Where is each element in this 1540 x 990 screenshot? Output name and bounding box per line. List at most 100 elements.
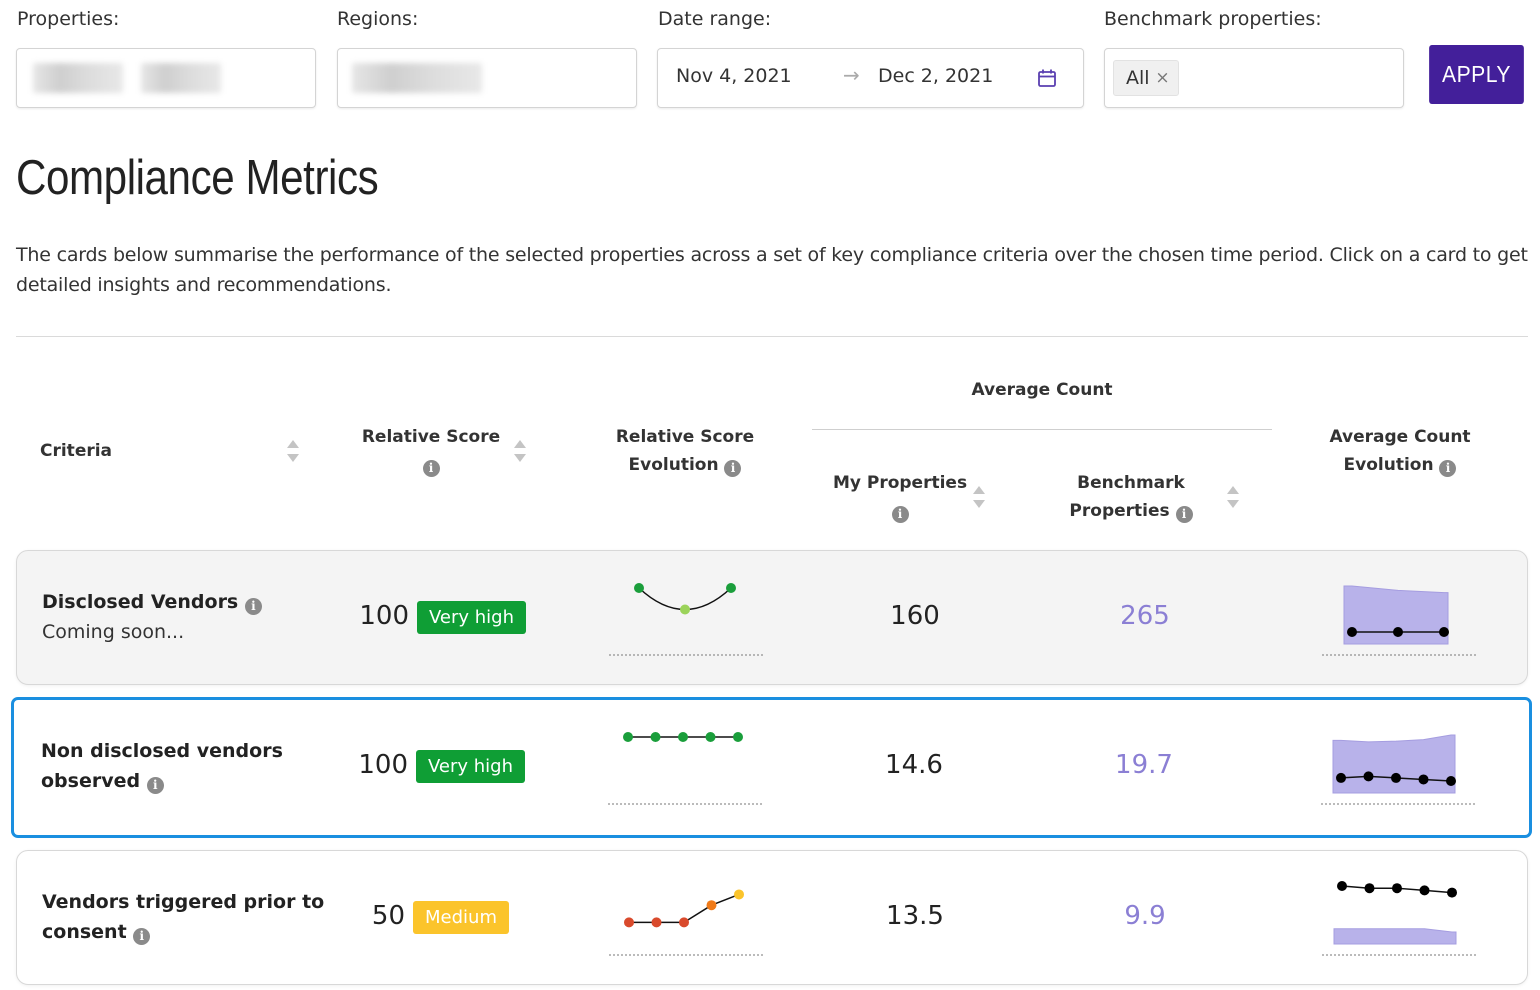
- average-count-sparkline: [1322, 881, 1477, 956]
- score-point: [678, 732, 688, 742]
- header-average-count-evolution: Average Count Evolution i: [1320, 423, 1480, 479]
- benchmark-select[interactable]: All ×: [1104, 48, 1404, 108]
- relative-score-sparkline: [609, 889, 764, 956]
- score-point: [680, 604, 690, 615]
- page-description: The cards below summarise the performanc…: [16, 244, 1528, 296]
- benchmark-area: [1332, 734, 1456, 794]
- criteria-title: Disclosed Vendors i: [42, 587, 262, 617]
- header-criteria[interactable]: Criteria: [40, 437, 112, 465]
- my-properties-point: [1447, 887, 1457, 898]
- benchmark-area: [1333, 928, 1457, 945]
- score-point: [726, 583, 736, 593]
- my-properties-point: [1392, 883, 1402, 894]
- criteria-title-line1: Non disclosed vendors: [41, 740, 283, 762]
- score-point: [706, 900, 717, 911]
- metric-card-disclosed-vendors[interactable]: Disclosed Vendors i Coming soon... 100 V…: [16, 550, 1528, 685]
- header-criteria-label: Criteria: [40, 441, 113, 461]
- my-properties-value: 14.6: [885, 750, 943, 780]
- relative-score-sparkline: [609, 583, 764, 656]
- header-group-divider: [812, 429, 1272, 430]
- info-icon[interactable]: i: [146, 777, 164, 794]
- my-properties-point: [1364, 883, 1375, 894]
- score-point: [733, 732, 743, 742]
- header-ace-line1: Average Count: [1329, 427, 1471, 447]
- header-rse-line1: Relative Score: [615, 427, 755, 447]
- header-benchmark-line2: Properties: [1069, 501, 1170, 521]
- redacted-value: [33, 63, 123, 93]
- score-point: [623, 732, 633, 742]
- criteria-subtitle: Coming soon...: [42, 621, 185, 643]
- my-properties-point: [1419, 885, 1430, 896]
- header-relative-score-evolution: Relative Score Evolution i: [600, 423, 770, 479]
- benchmark-area: [1343, 585, 1449, 645]
- sort-icon[interactable]: [286, 440, 300, 462]
- info-icon[interactable]: i: [724, 460, 742, 477]
- sort-icon[interactable]: [513, 440, 527, 462]
- benchmark-label: Benchmark properties:: [1104, 8, 1322, 30]
- close-icon[interactable]: ×: [1155, 68, 1170, 88]
- score-badge: Medium: [413, 901, 509, 934]
- criteria-title-line1: Vendors triggered prior to: [42, 891, 325, 913]
- header-relative-score-label: Relative Score: [361, 427, 501, 447]
- relative-score: 50: [371, 901, 405, 931]
- my-properties-value: 13.5: [886, 901, 944, 931]
- redacted-value: [352, 63, 482, 93]
- date-start[interactable]: Nov 4, 2021: [676, 65, 792, 87]
- benchmark-tag-label: All: [1126, 67, 1150, 89]
- score-badge: Very high: [417, 601, 527, 634]
- relative-score-sparkline: [608, 732, 763, 805]
- sort-icon[interactable]: [1226, 486, 1240, 508]
- sort-icon[interactable]: [972, 486, 986, 508]
- metric-card-vendors-prior-consent[interactable]: Vendors triggered prior to consent i 50 …: [16, 850, 1528, 985]
- score-point: [624, 917, 634, 928]
- header-average-count: Average Count: [971, 380, 1113, 400]
- my-properties-point: [1363, 771, 1374, 782]
- header-rse-line2: Evolution: [628, 455, 719, 475]
- score-point: [650, 732, 661, 742]
- my-properties-point: [1393, 627, 1403, 637]
- info-icon[interactable]: i: [133, 928, 151, 945]
- score-badge: Very high: [416, 750, 526, 783]
- metric-card-non-disclosed-vendors[interactable]: Non disclosed vendors observed i 100 Ver…: [11, 697, 1532, 838]
- info-icon[interactable]: i: [1175, 506, 1193, 523]
- benchmark-value: 9.9: [1124, 901, 1166, 931]
- my-properties-point: [1446, 776, 1456, 786]
- info-icon[interactable]: i: [891, 506, 909, 523]
- info-icon[interactable]: i: [1439, 460, 1457, 477]
- date-end[interactable]: Dec 2, 2021: [878, 65, 994, 87]
- my-properties-point: [1418, 774, 1429, 785]
- average-count-sparkline: [1322, 585, 1477, 656]
- my-properties-point: [1336, 772, 1346, 783]
- my-properties-point: [1439, 627, 1449, 637]
- my-properties-point: [1337, 881, 1347, 891]
- criteria-title-text: Disclosed Vendors: [42, 591, 239, 613]
- regions-select[interactable]: [337, 48, 637, 108]
- info-icon[interactable]: i: [244, 598, 262, 615]
- score-point: [634, 583, 644, 593]
- header-ace-line2: Evolution: [1343, 455, 1434, 475]
- properties-label: Properties:: [17, 8, 120, 30]
- info-icon[interactable]: i: [422, 460, 440, 477]
- header-relative-score[interactable]: Relative Score i: [352, 423, 510, 479]
- criteria-title: Non disclosed vendors observed i: [41, 736, 283, 796]
- score-point: [705, 732, 716, 742]
- my-properties-value: 160: [890, 601, 940, 631]
- relative-score: 100: [359, 601, 409, 631]
- apply-button[interactable]: APPLY: [1429, 45, 1524, 104]
- calendar-icon[interactable]: [1037, 68, 1057, 88]
- header-my-properties-label: My Properties: [832, 473, 968, 493]
- criteria-title: Vendors triggered prior to consent i: [42, 887, 324, 947]
- arrow-right-icon: →: [843, 63, 860, 87]
- date-range-picker[interactable]: Nov 4, 2021 → Dec 2, 2021: [657, 48, 1084, 108]
- average-count-sparkline: [1321, 734, 1476, 805]
- relative-score: 100: [358, 750, 408, 780]
- header-my-properties[interactable]: My Properties i: [830, 469, 970, 525]
- score-point: [679, 917, 689, 928]
- properties-select[interactable]: [16, 48, 316, 108]
- redacted-value: [141, 63, 221, 93]
- criteria-title-line2: observed: [41, 770, 141, 792]
- my-properties-point: [1347, 627, 1357, 637]
- header-benchmark-properties[interactable]: Benchmark Properties i: [1056, 469, 1206, 525]
- criteria-title-line2: consent: [42, 921, 127, 943]
- regions-label: Regions:: [337, 8, 419, 30]
